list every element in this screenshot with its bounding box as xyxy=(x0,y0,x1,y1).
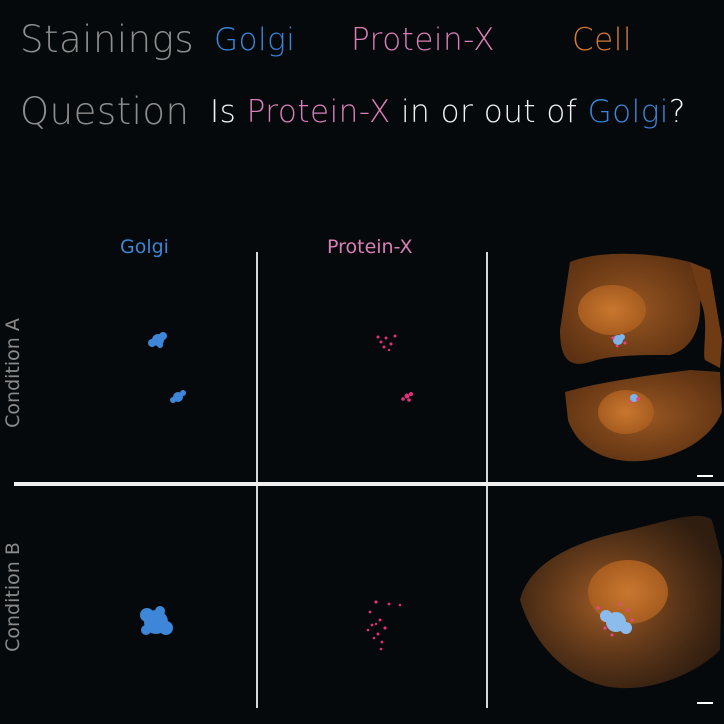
question-golgi: Golgi xyxy=(587,94,669,130)
stain-cell-label: Cell xyxy=(572,22,632,58)
scale-bar-b xyxy=(697,702,713,704)
golgi-a-lower xyxy=(170,390,186,403)
column-title-golgi: Golgi xyxy=(120,236,169,258)
stainings-label: Stainings xyxy=(20,18,195,61)
merge-b-cell xyxy=(520,515,722,689)
question-suffix: ? xyxy=(668,94,686,130)
column-title-protein: Protein-X xyxy=(327,236,413,258)
question-middle: in or out of xyxy=(390,94,588,130)
scale-bar-a xyxy=(697,475,713,477)
protein-b-dots xyxy=(366,600,402,651)
protein-a-dots xyxy=(376,334,413,402)
golgi-a-upper xyxy=(148,332,167,348)
grid-divider-1 xyxy=(256,252,258,708)
question-prefix: Is xyxy=(210,94,247,130)
question-protein: Protein-X xyxy=(246,94,391,130)
grid-divider-2 xyxy=(486,252,488,708)
stain-golgi-label: Golgi xyxy=(214,22,296,58)
golgi-b xyxy=(140,606,173,635)
question-text: Is Protein-X in or out of Golgi? xyxy=(210,94,686,130)
stain-protein-label: Protein-X xyxy=(351,22,496,58)
question-label: Question xyxy=(20,90,190,133)
merge-a-cells xyxy=(560,253,722,462)
row-divider xyxy=(14,482,724,486)
